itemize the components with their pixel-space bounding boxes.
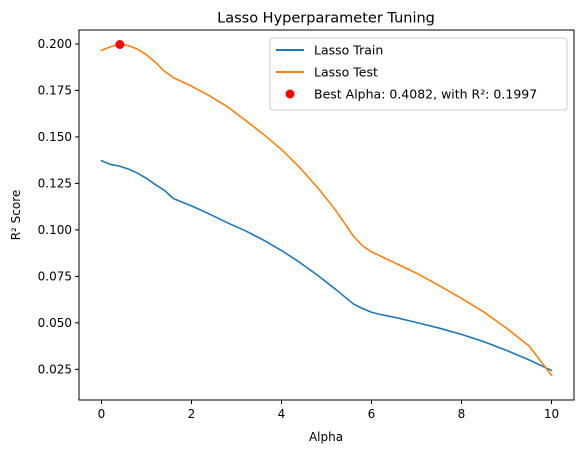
y-axis-label: R² Score xyxy=(9,190,23,241)
best-alpha-point xyxy=(115,40,125,50)
legend-swatch-best xyxy=(285,89,295,99)
y-tick-label: 0.050 xyxy=(38,316,72,330)
y-tick-label: 0.100 xyxy=(38,223,72,237)
x-tick-label: 10 xyxy=(544,407,559,421)
x-axis-label: Alpha xyxy=(309,430,343,444)
legend-label-best: Best Alpha: 0.4082, with R²: 0.1997 xyxy=(314,87,537,102)
x-tick-label: 0 xyxy=(98,407,106,421)
x-axis: 0 2 4 6 8 10 xyxy=(98,400,559,421)
y-tick-label: 0.125 xyxy=(38,177,72,191)
y-tick-label: 0.175 xyxy=(38,84,72,98)
x-tick-label: 6 xyxy=(368,407,376,421)
y-axis: 0.025 0.050 0.075 0.100 0.125 0.150 0.175 0.200 xyxy=(38,37,79,377)
legend: Lasso Train Lasso Test Best Alpha: 0.408… xyxy=(269,37,568,111)
legend-label-test: Lasso Test xyxy=(314,65,378,80)
y-tick-label: 0.200 xyxy=(38,37,72,51)
legend-label-train: Lasso Train xyxy=(314,43,383,58)
chart-title: Lasso Hyperparameter Tuning xyxy=(217,11,435,27)
series-line-lasso-test xyxy=(100,43,553,377)
y-tick-label: 0.025 xyxy=(38,363,72,377)
y-tick-label: 0.150 xyxy=(38,130,72,144)
series-line-lasso-train xyxy=(100,159,553,372)
plot-area xyxy=(100,40,553,377)
legend-box xyxy=(269,37,568,111)
x-tick-label: 2 xyxy=(188,407,196,421)
x-tick-label: 4 xyxy=(278,407,286,421)
axes-frame xyxy=(78,29,575,401)
y-tick-label: 0.075 xyxy=(38,270,72,284)
x-tick-label: 8 xyxy=(458,407,466,421)
